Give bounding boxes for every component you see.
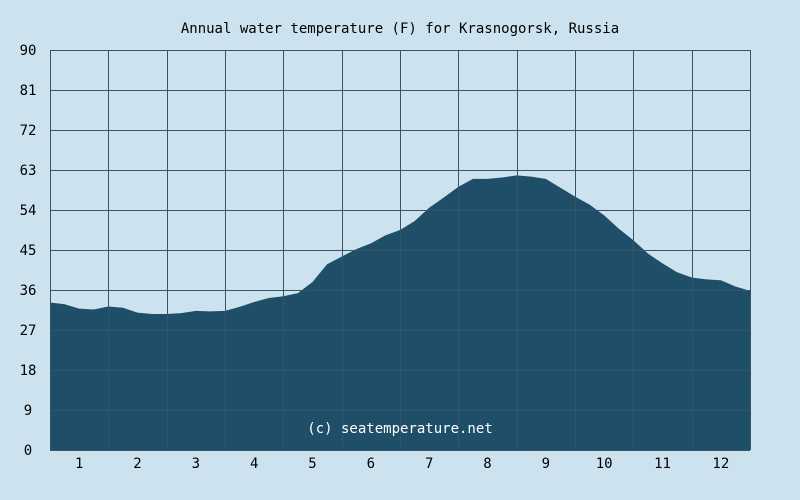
y-tick-label: 90 xyxy=(20,43,37,59)
x-tick-label: 12 xyxy=(712,456,729,472)
x-tick-label: 8 xyxy=(483,456,491,472)
x-tick-label: 9 xyxy=(542,456,550,472)
y-tick-label: 45 xyxy=(20,243,37,259)
x-axis-ticks: 1 2 3 4 5 6 7 8 9 10 11 12 xyxy=(75,456,729,472)
watermark: (c) seatemperature.net xyxy=(307,421,492,437)
y-tick-label: 18 xyxy=(20,363,37,379)
chart-title: Annual water temperature (F) for Krasnog… xyxy=(181,21,619,37)
y-tick-label: 9 xyxy=(24,403,32,419)
x-tick-label: 4 xyxy=(250,456,258,472)
x-tick-label: 1 xyxy=(75,456,83,472)
x-tick-label: 10 xyxy=(596,456,613,472)
grid-layer xyxy=(50,50,751,451)
x-tick-label: 6 xyxy=(367,456,375,472)
x-tick-label: 5 xyxy=(308,456,316,472)
y-tick-label: 36 xyxy=(20,283,37,299)
x-tick-label: 3 xyxy=(192,456,200,472)
x-tick-label: 7 xyxy=(425,456,433,472)
y-tick-label: 81 xyxy=(20,83,37,99)
y-tick-label: 54 xyxy=(20,203,37,219)
y-tick-label: 72 xyxy=(20,123,37,139)
y-tick-label: 63 xyxy=(20,163,37,179)
x-tick-label: 2 xyxy=(133,456,141,472)
y-tick-label: 27 xyxy=(20,323,37,339)
y-axis-ticks: 0 9 18 27 36 45 54 63 72 81 90 xyxy=(20,43,37,459)
y-tick-label: 0 xyxy=(24,443,32,459)
x-tick-label: 11 xyxy=(654,456,671,472)
